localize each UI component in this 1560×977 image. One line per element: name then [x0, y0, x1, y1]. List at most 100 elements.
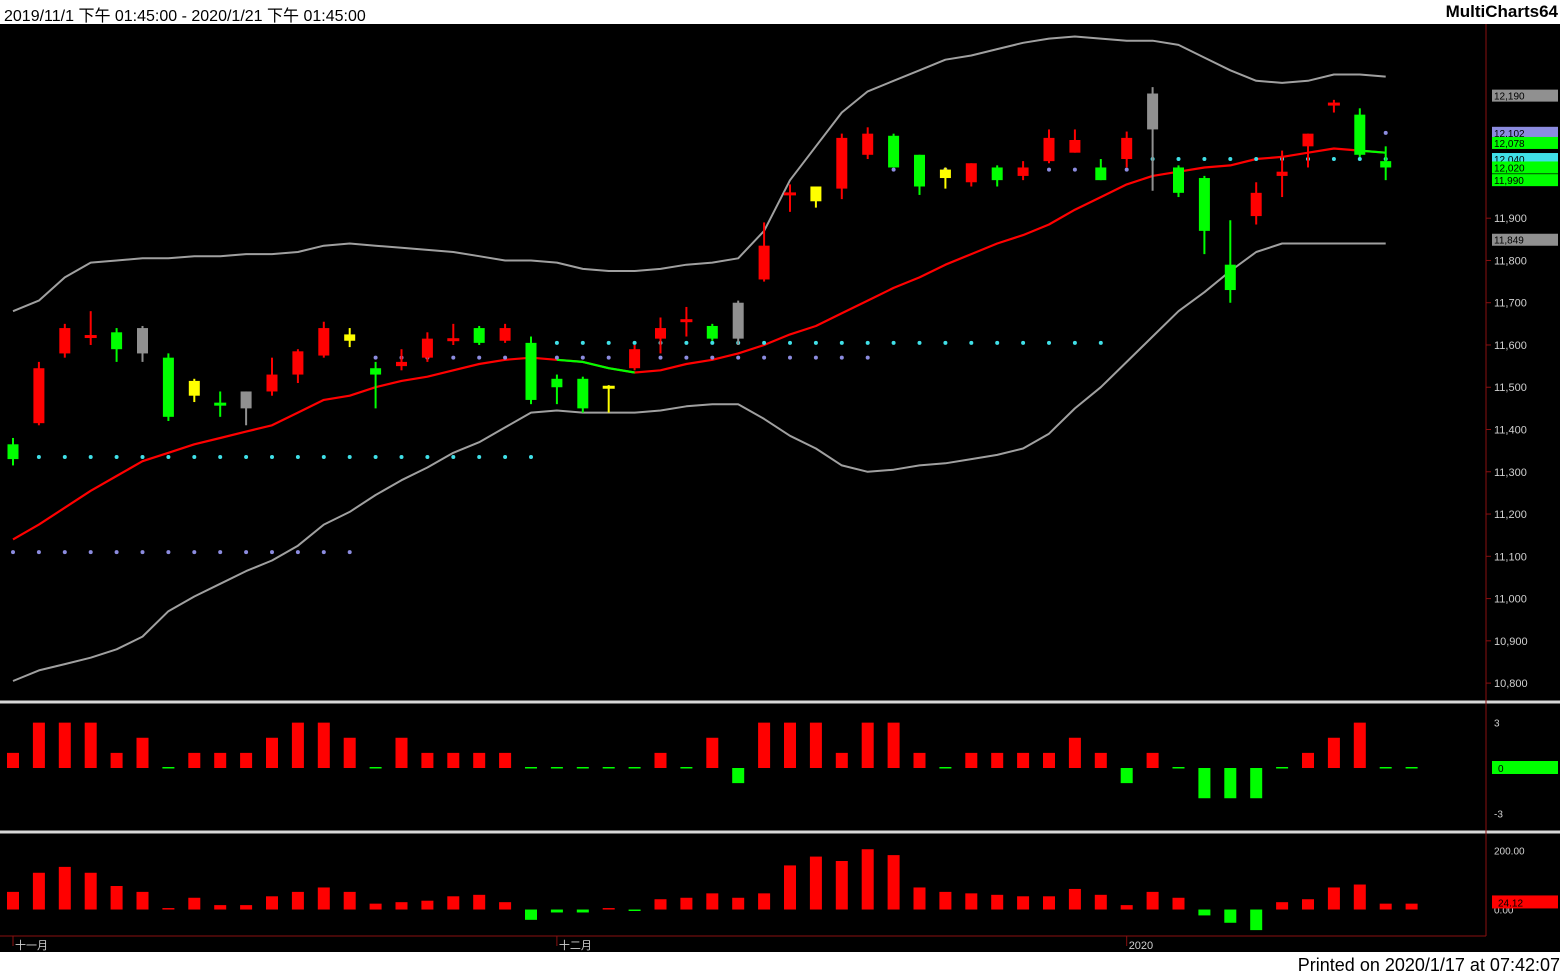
indicator1-bar — [188, 752, 201, 768]
indicator1-bar — [939, 767, 952, 769]
stop-dot-cyan — [1228, 157, 1233, 162]
indicator1-bar — [266, 737, 278, 768]
indicator1-bar — [7, 752, 19, 768]
indicator2-bar — [7, 891, 19, 910]
stop-dot-cyan — [839, 340, 844, 345]
indicator2-bar — [758, 893, 771, 910]
stop-dot-purple — [813, 355, 818, 360]
indicator1-bar — [550, 767, 563, 769]
indicator2-bar — [965, 893, 978, 910]
price-value-tag — [1492, 233, 1558, 246]
indicator1-bar — [84, 722, 97, 768]
indicator1-bar — [784, 722, 796, 768]
indicator1-bar — [576, 767, 589, 769]
stop-dot-cyan — [36, 454, 41, 459]
indicator2-bar — [861, 849, 874, 910]
stop-dot-cyan — [321, 454, 326, 459]
candle-body — [1043, 137, 1055, 162]
indicator2-bar — [395, 902, 408, 910]
stop-dot-cyan — [529, 454, 533, 459]
indicator1-value-tag-text: 0 — [1498, 764, 1504, 775]
stop-dot-purple — [451, 355, 456, 360]
price-value-tag-text: 12,078 — [1494, 139, 1525, 150]
stop-dot-cyan — [788, 340, 792, 345]
indicator2-bar — [421, 900, 434, 910]
indicator2-bar — [291, 891, 304, 910]
price-tick-label: 11,900 — [1494, 213, 1527, 225]
printed-timestamp: Printed on 2020/1/17 at 07:42:07 — [1297, 955, 1560, 975]
stop-dot-purple — [1047, 167, 1051, 172]
indicator1-bar — [214, 752, 227, 768]
indicator2-bar — [525, 909, 537, 920]
stop-dot-purple — [762, 355, 767, 360]
stop-dot-cyan — [347, 454, 352, 459]
indicator2-bar — [32, 872, 45, 910]
stop-dot-purple — [373, 355, 378, 360]
indicator2-bar — [58, 866, 71, 910]
price-value-tag — [1492, 126, 1558, 139]
stop-dot-cyan — [891, 340, 896, 345]
price-value-tag — [1492, 89, 1558, 102]
chart-canvas[interactable]: 10,800 10,900 11,000 11,100 11,200 11,300 11,4… — [0, 24, 1560, 952]
stop-dot-purple — [244, 550, 249, 555]
candle-body — [188, 380, 200, 396]
candle-body — [1121, 137, 1133, 160]
indicator1-bar — [1198, 768, 1211, 799]
candle-body — [1302, 133, 1314, 147]
indicator2-bar — [732, 897, 745, 910]
price-value-tag-text: 11,849 — [1494, 236, 1524, 247]
indicator2-bar — [680, 897, 693, 910]
stop-dot-cyan — [943, 340, 948, 345]
indicator2-bar — [1327, 887, 1340, 910]
stop-dot-cyan — [166, 454, 171, 459]
stop-dot-purple — [891, 167, 896, 172]
price-value-tag — [1492, 174, 1558, 187]
price-tick-label: 11,500 — [1494, 382, 1527, 394]
candle-body — [1276, 171, 1288, 176]
indicator1-bar — [162, 767, 175, 769]
stop-dot-cyan — [62, 454, 67, 459]
stop-dot-cyan — [684, 340, 689, 345]
candle-body — [84, 335, 97, 339]
price-tick-label: 11,800 — [1494, 255, 1527, 267]
stop-dot-cyan — [1072, 340, 1077, 345]
stop-dot-cyan — [554, 340, 559, 345]
stop-dot-cyan — [1202, 157, 1207, 162]
candle-body — [939, 169, 951, 179]
indicator1-bar — [732, 768, 745, 784]
indicator1-bar — [136, 737, 149, 768]
candle-body — [344, 334, 356, 341]
indicator1-bar — [1276, 767, 1289, 769]
price-tick-label: 11,600 — [1494, 340, 1527, 352]
indicator2-value-tag — [1492, 895, 1558, 909]
candle-body — [473, 328, 485, 343]
indicator1-bar — [602, 767, 615, 769]
indicator2-bar — [835, 861, 848, 910]
indicator1-bar — [317, 722, 330, 768]
stop-dot-cyan — [88, 454, 93, 459]
indicator1-bar — [110, 752, 123, 768]
stop-dot-purple — [270, 550, 274, 555]
indicator1-value-tag — [1492, 761, 1558, 774]
stop-dot-cyan — [503, 454, 508, 459]
stop-dot-purple — [321, 550, 326, 555]
candle-body — [1327, 102, 1340, 106]
indicator2-bar — [343, 891, 356, 910]
stop-dot-cyan — [1176, 157, 1181, 162]
indicator2-bar — [1146, 891, 1159, 910]
indicator1-bar — [809, 722, 822, 768]
stop-dot-purple — [839, 355, 844, 360]
stop-dot-cyan — [1331, 157, 1336, 162]
stop-dot-cyan — [580, 340, 585, 345]
price-tick-label: 10,800 — [1494, 678, 1528, 690]
time-axis-label: 2020 — [1129, 940, 1153, 952]
indicator2-bar — [809, 856, 822, 910]
candle-body — [266, 374, 278, 392]
indicator1-bar — [1224, 768, 1237, 799]
indicator1-bar — [395, 737, 408, 768]
indicator2-bar — [1353, 884, 1366, 910]
indicator1-bar — [58, 722, 71, 768]
stop-dot-purple — [477, 355, 482, 360]
stop-dot-purple — [1124, 167, 1129, 172]
candle-body — [888, 135, 900, 168]
